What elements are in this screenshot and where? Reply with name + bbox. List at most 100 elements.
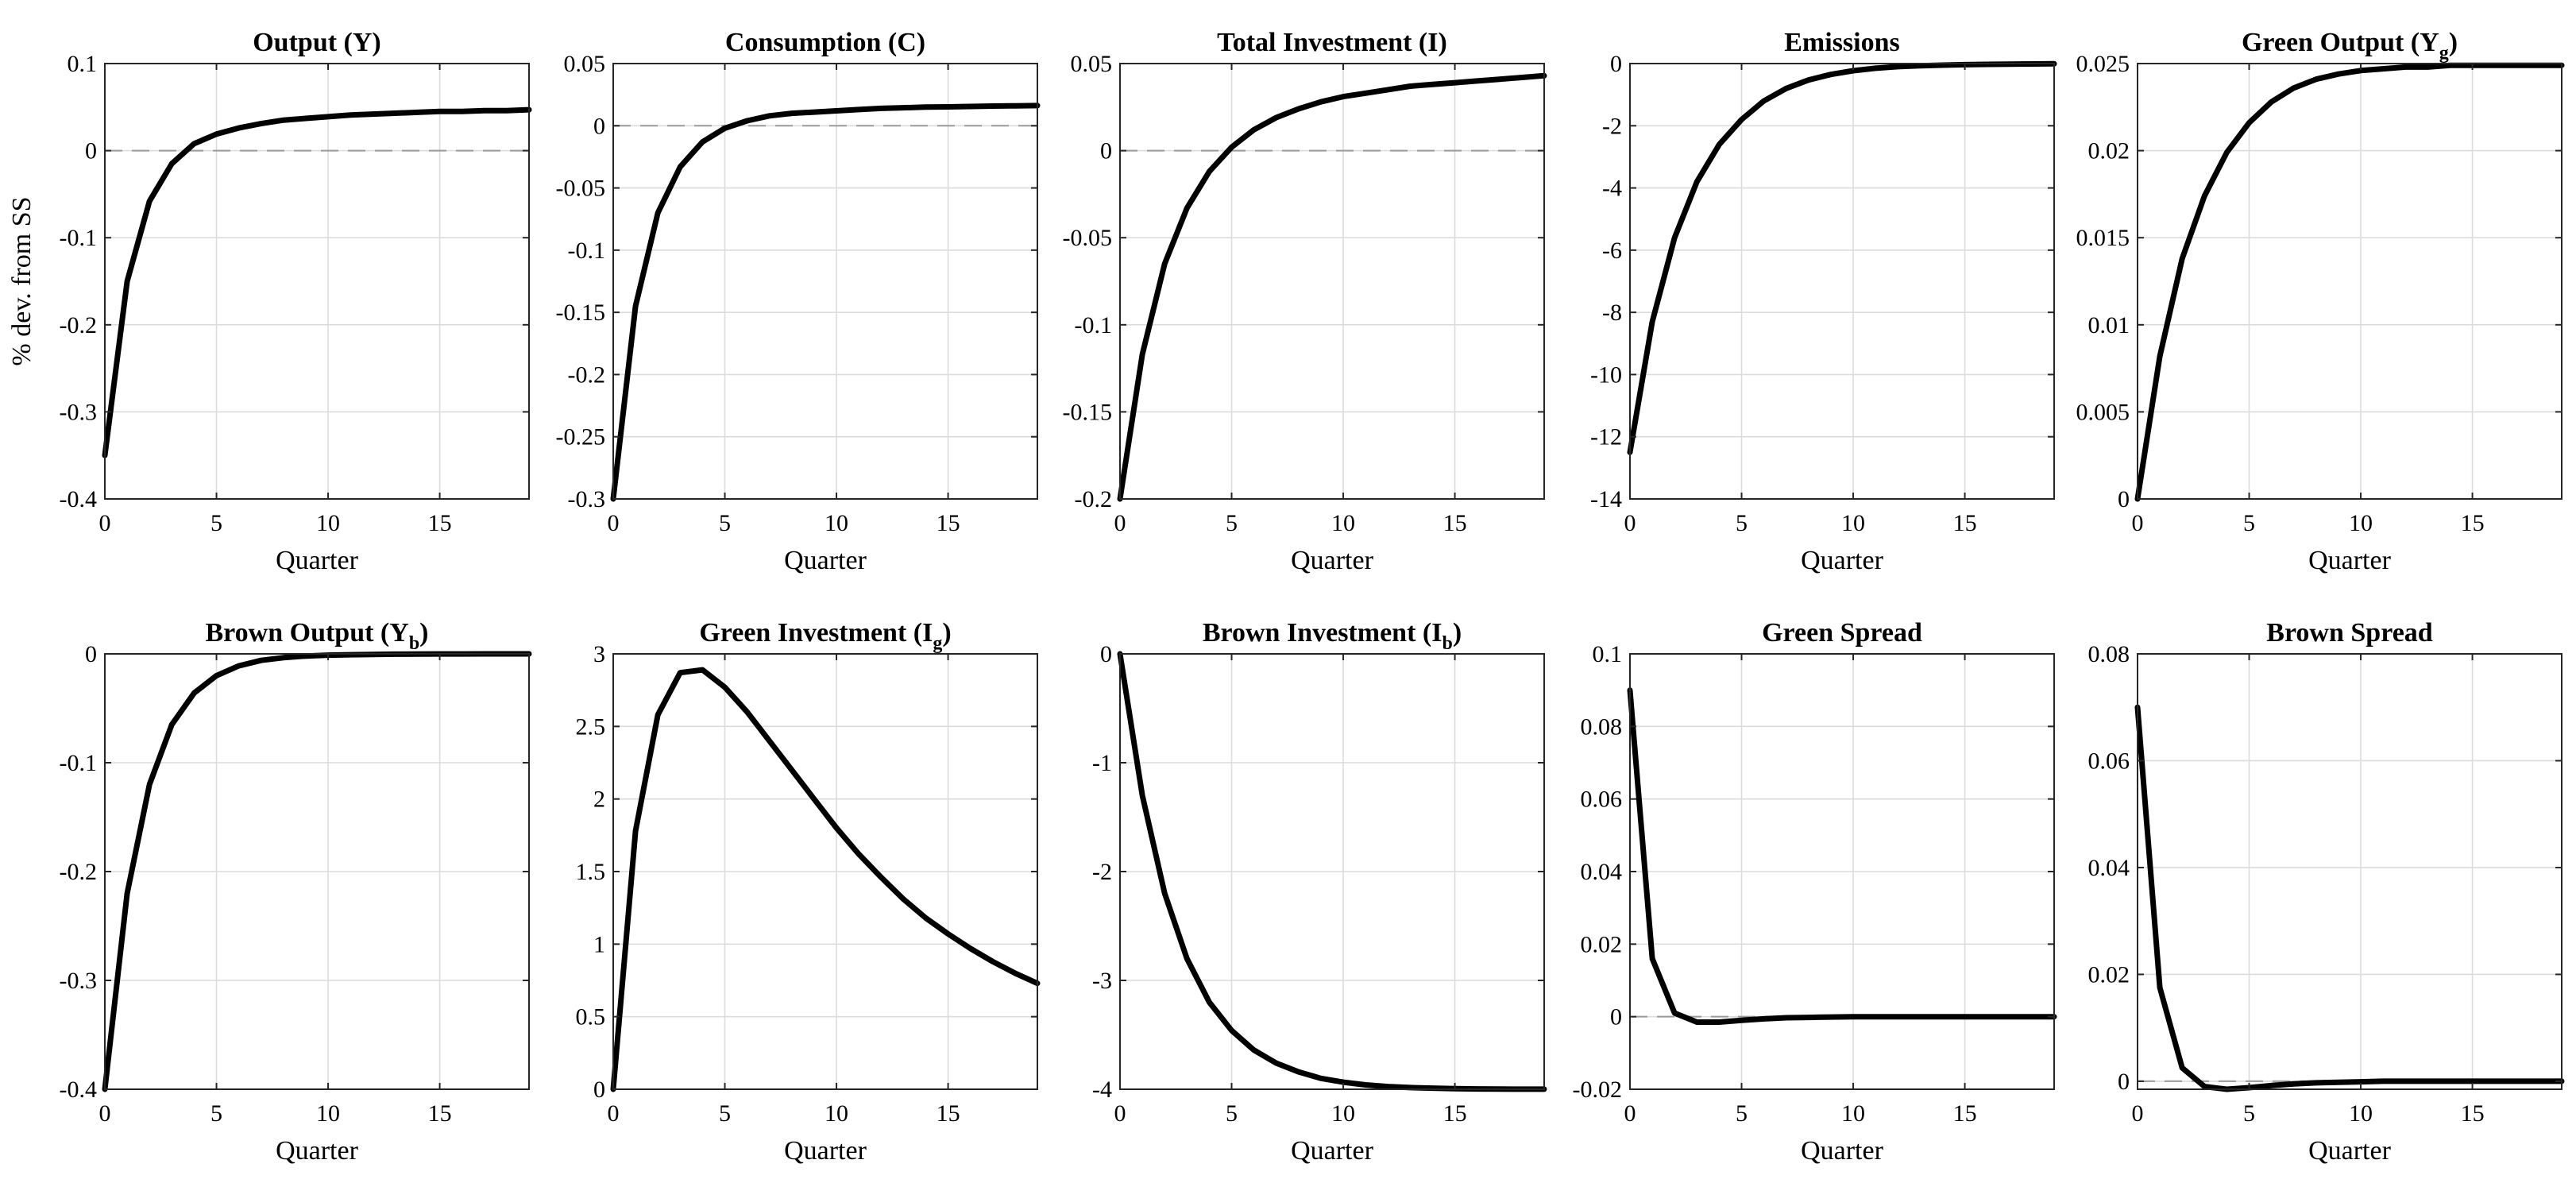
y-tick-label: 0 xyxy=(2118,486,2130,512)
subplot-title: Output (Y) xyxy=(253,28,381,57)
x-tick-label: 0 xyxy=(1624,510,1636,536)
axes-frame xyxy=(612,63,1038,500)
y-tick-label: 0 xyxy=(1610,1004,1622,1030)
x-tick-label: 10 xyxy=(825,1100,848,1127)
y-tick-label: -0.2 xyxy=(60,859,98,885)
x-tick-label: 10 xyxy=(825,510,848,536)
x-tick-label: 15 xyxy=(2461,1100,2485,1127)
subplot-10: 0 5 10 15 0 0.02 0.04 0.06 0.08 Quarter Brown Spre… xyxy=(2088,618,2565,1166)
y-tick-label: 0.04 xyxy=(1581,859,1623,885)
x-tick-label: 5 xyxy=(719,510,731,536)
subplot-title-text: Green Investment (I xyxy=(699,618,933,648)
series-line xyxy=(102,106,532,458)
series-line xyxy=(1117,72,1547,502)
y-tick-label: 0 xyxy=(1100,138,1112,164)
y-tick-label: 1.5 xyxy=(576,859,606,885)
y-tick-label: -0.3 xyxy=(60,399,98,425)
axes-frame xyxy=(1119,63,1545,500)
y-tick-label: 0.05 xyxy=(1071,51,1113,77)
subplot-6: 0 5 10 15 -0.4 -0.3 -0.2 -0.1 0 Quarter Brown Outp… xyxy=(60,618,532,1166)
subplot-title: Emissions xyxy=(1784,28,1900,57)
subplot-title-subscript: b xyxy=(409,633,419,654)
y-tick-label: -1 xyxy=(1092,750,1112,776)
subplot-title-text: Brown Output (Y xyxy=(206,618,409,648)
subplot-title-suffix: ) xyxy=(2449,28,2458,57)
x-axis-label: Quarter xyxy=(276,1136,359,1166)
subplot-1: 0 5 10 15 -0.4 -0.3 -0.2 -0.1 0 0.1 Quarter % dev. … xyxy=(7,28,532,575)
x-tick-label: 5 xyxy=(1226,510,1238,536)
y-tick-label: -12 xyxy=(1590,424,1622,450)
x-tick-label: 15 xyxy=(1953,1100,1977,1127)
y-tick-label: -0.1 xyxy=(60,750,98,776)
axes-frame xyxy=(2137,63,2562,500)
subplot-title: Green Spread xyxy=(1762,618,1922,648)
y-tick-label: 0.005 xyxy=(2076,399,2130,425)
x-tick-label: 5 xyxy=(1736,1100,1748,1127)
subplot-3: 0 5 10 15 -0.2 -0.15 -0.1 -0.05 0 0.05 Quarter Tota… xyxy=(1063,28,1547,575)
x-tick-label: 10 xyxy=(316,510,340,536)
series-line xyxy=(610,102,1041,502)
y-tick-label: 0.5 xyxy=(576,1004,606,1030)
y-tick-label: -0.2 xyxy=(1075,486,1113,512)
y-tick-label: -14 xyxy=(1590,486,1622,512)
x-tick-label: 10 xyxy=(1841,510,1865,536)
y-tick-label: 0 xyxy=(593,113,605,139)
x-tick-label: 0 xyxy=(99,1100,111,1127)
y-tick-label: 1 xyxy=(593,931,605,957)
x-tick-label: 0 xyxy=(1114,1100,1126,1127)
series-line xyxy=(2134,704,2565,1092)
y-tick-label: -0.2 xyxy=(568,361,606,388)
y-tick-label: -0.05 xyxy=(556,176,606,202)
y-tick-label: 0.06 xyxy=(1581,787,1623,813)
y-tick-label: 2 xyxy=(593,787,605,813)
y-tick-label: 0.015 xyxy=(2076,225,2130,251)
subplot-title-text: Brown Investment (I xyxy=(1203,618,1442,648)
axes-frame xyxy=(2137,653,2562,1090)
x-axis-label: Quarter xyxy=(784,1136,867,1166)
y-tick-label: 0 xyxy=(85,138,97,164)
subplot-title-subscript: b xyxy=(1442,633,1452,654)
subplot-title-text: Green Output (Y xyxy=(2242,28,2439,57)
x-tick-label: 15 xyxy=(428,1100,452,1127)
x-tick-label: 0 xyxy=(608,1100,620,1127)
series-line xyxy=(1627,60,2057,455)
x-tick-label: 5 xyxy=(210,1100,222,1127)
x-axis-label: Quarter xyxy=(2308,546,2392,575)
y-tick-label: -4 xyxy=(1602,176,1622,202)
x-tick-label: 5 xyxy=(719,1100,731,1127)
subplot-4: 0 5 10 15 -14 -12 -10 -8 -6 -4 -2 0 Quarter Emissions xyxy=(1590,28,2057,575)
x-axis-label: Quarter xyxy=(784,546,867,575)
y-axis-label: % dev. from SS xyxy=(7,196,37,365)
y-tick-label: -0.25 xyxy=(556,424,606,450)
subplot-title-text: Total Investment (I) xyxy=(1217,28,1447,57)
subplot-title: Consumption (C) xyxy=(725,28,925,57)
x-tick-label: 15 xyxy=(1953,510,1977,536)
x-tick-label: 5 xyxy=(210,510,222,536)
x-axis-label: Quarter xyxy=(1291,1136,1374,1166)
subplot-title: Green Investment (Ig) xyxy=(699,618,951,654)
y-tick-label: 0.025 xyxy=(2076,51,2130,77)
subplot-title-text: Green Spread xyxy=(1762,618,1922,648)
x-tick-label: 10 xyxy=(1331,1100,1355,1127)
x-tick-label: 10 xyxy=(316,1100,340,1127)
subplot-title-subscript: g xyxy=(933,633,942,654)
x-tick-label: 15 xyxy=(428,510,452,536)
y-tick-label: -0.4 xyxy=(60,486,98,512)
y-tick-label: -0.3 xyxy=(568,486,606,512)
y-tick-label: -0.1 xyxy=(568,238,606,264)
y-tick-label: 0 xyxy=(85,641,97,667)
subplot-title-text: Emissions xyxy=(1784,28,1900,57)
x-tick-label: 15 xyxy=(937,1100,960,1127)
y-tick-label: -0.15 xyxy=(1063,399,1113,425)
y-tick-label: -0.2 xyxy=(60,312,98,338)
y-tick-label: 0.1 xyxy=(1593,641,1623,667)
y-tick-label: -8 xyxy=(1602,300,1622,326)
y-tick-label: 0 xyxy=(2118,1069,2130,1095)
y-tick-label: -0.1 xyxy=(60,225,98,251)
series-line xyxy=(610,667,1041,1092)
subplot-title: Green Output (Yg) xyxy=(2242,28,2458,64)
x-tick-label: 15 xyxy=(1443,510,1467,536)
y-tick-label: -6 xyxy=(1602,238,1622,264)
subplot-8: 0 5 10 15 -4 -3 -2 -1 0 Quarter Brown Investment (… xyxy=(1092,618,1547,1166)
subplot-7: 0 5 10 15 0 0.5 1 1.5 2 2.5 3 Quarter Green Investme… xyxy=(576,618,1041,1166)
